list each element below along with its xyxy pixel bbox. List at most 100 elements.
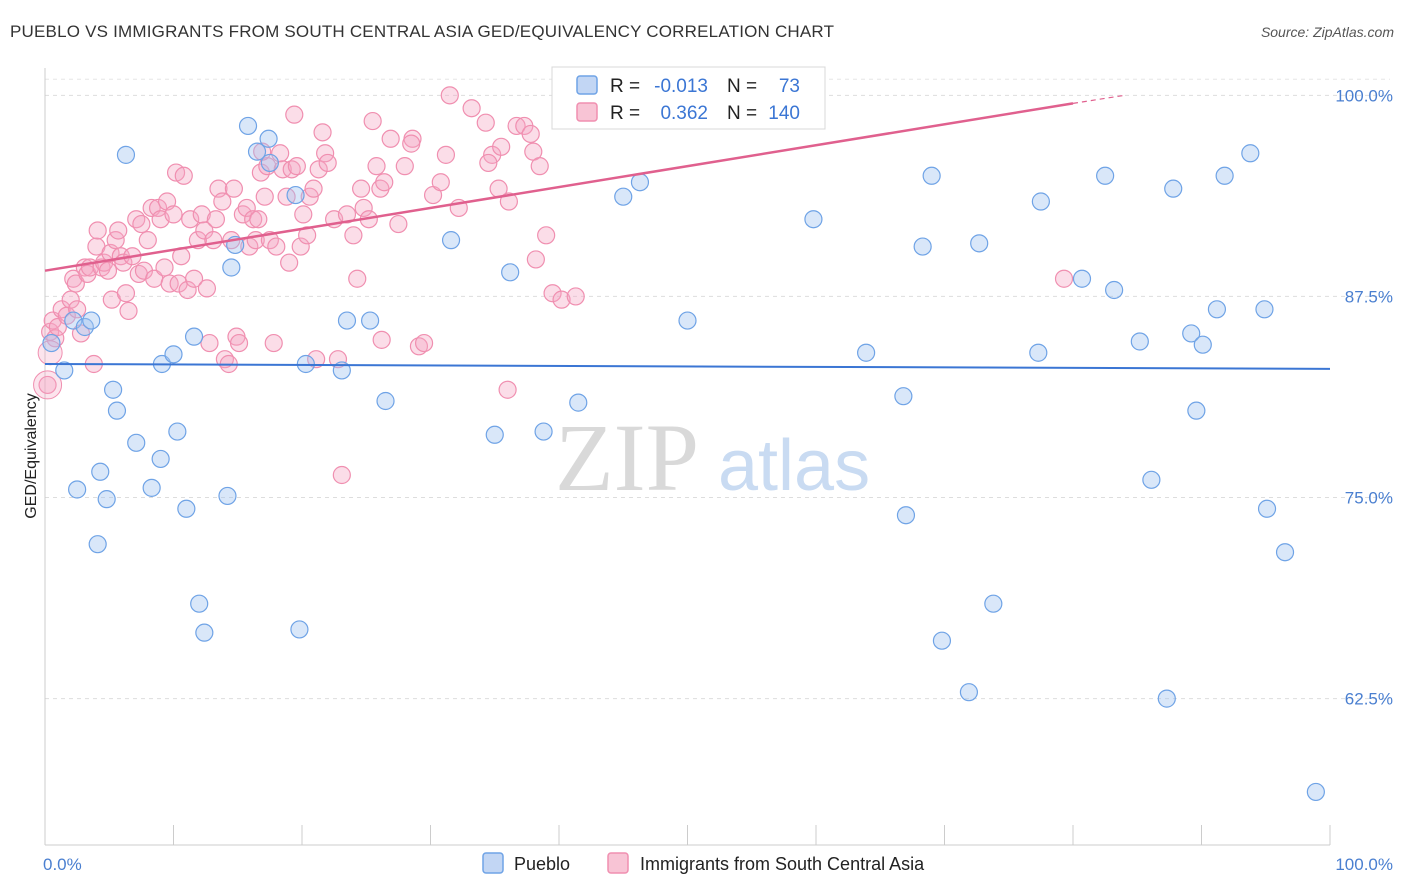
pueblo-point: [857, 343, 876, 362]
pueblo-point: [91, 462, 110, 481]
pueblo-point: [1130, 332, 1149, 351]
pueblo-point: [1207, 300, 1227, 319]
immigrants-point: [127, 210, 146, 229]
axes-layer: 62.5% 75.0% 87.5% 100.0% 0.0% 100.0%: [43, 68, 1393, 874]
immigrants-point: [119, 301, 138, 321]
legend-r-label-1: R =: [610, 76, 640, 97]
pueblo-point: [222, 258, 241, 277]
immigrants-point: [280, 253, 299, 272]
bottom-legend-swatch-immigrants: [607, 852, 629, 874]
immigrants-point: [492, 137, 511, 156]
pueblo-point: [42, 333, 61, 353]
immigrants-point: [138, 231, 157, 250]
pueblo-point: [1164, 179, 1183, 198]
immigrants-point: [414, 333, 434, 353]
bottom-legend-label-immigrants: Immigrants from South Central Asia: [640, 854, 925, 874]
immigrants-point: [367, 157, 386, 176]
pueblo-point: [55, 361, 74, 380]
pueblo-point: [1096, 166, 1115, 185]
pueblo-point: [97, 490, 116, 509]
pueblo-point: [177, 499, 196, 518]
immigrants-point: [552, 290, 571, 309]
chart-title: PUEBLO VS IMMIGRANTS FROM SOUTH CENTRAL …: [10, 22, 835, 41]
immigrants-point: [479, 153, 498, 173]
y-tick-label: 62.5%: [1345, 690, 1393, 709]
pueblo-points: [42, 116, 1325, 802]
immigrants-point: [229, 333, 249, 353]
pueblo-point: [260, 153, 279, 173]
watermark: ZIP atlas: [555, 404, 870, 511]
immigrants-point: [109, 221, 128, 240]
immigrants-point: [267, 237, 286, 256]
y-tick-label: 87.5%: [1345, 287, 1393, 306]
pueblo-point: [82, 311, 101, 330]
immigrants-point-large: [33, 370, 63, 400]
x-tick-label-min: 0.0%: [43, 855, 82, 874]
immigrants-point: [174, 166, 193, 185]
immigrants-point: [381, 129, 400, 148]
y-axis-title: GED/Equivalency: [23, 393, 40, 518]
pueblo-point: [107, 401, 127, 420]
pueblo-point: [68, 480, 87, 499]
pueblo-point: [1031, 192, 1050, 211]
immigrants-point: [499, 192, 518, 211]
pueblo-point: [1306, 782, 1325, 802]
immigrants-point: [543, 284, 562, 303]
pueblo-point: [151, 449, 170, 469]
immigrants-point: [498, 380, 517, 399]
immigrants-point: [476, 113, 495, 132]
pueblo-point: [168, 422, 187, 441]
pueblo-point: [361, 311, 380, 330]
pueblo-point: [104, 380, 123, 399]
bottom-legend-swatch-pueblo: [482, 852, 504, 874]
pueblo-point: [290, 620, 309, 639]
immigrants-point: [237, 198, 256, 218]
immigrants-point: [38, 375, 57, 395]
immigrants-point: [337, 205, 357, 224]
pueblo-point: [1241, 144, 1260, 163]
pueblo-point: [337, 311, 357, 330]
immigrants-point: [206, 210, 226, 229]
immigrants-point: [258, 157, 277, 176]
immigrants-point: [313, 123, 332, 142]
immigrants-point: [348, 269, 367, 288]
legend-r-value-2: 0.362: [660, 103, 708, 124]
immigrants-point: [116, 284, 136, 303]
immigrants-point: [526, 250, 545, 269]
immigrants-points: [33, 86, 1074, 485]
pueblo-point: [1193, 335, 1212, 354]
immigrants-point: [98, 261, 118, 280]
immigrants-point: [184, 269, 204, 288]
pueblo-point: [922, 166, 941, 185]
pueblo-point: [259, 129, 278, 148]
pueblo-point: [184, 327, 204, 346]
immigrants-point: [566, 287, 585, 306]
immigrants-point: [402, 134, 421, 153]
watermark-zip: ZIP: [555, 404, 699, 511]
immigrants-point: [344, 226, 363, 245]
legend-r-label-2: R =: [610, 103, 640, 124]
pueblo-point: [1157, 689, 1176, 708]
immigrants-point: [395, 157, 414, 176]
immigrants-point: [294, 205, 313, 224]
pueblo-point: [238, 116, 258, 136]
pueblo-point: [896, 506, 916, 525]
immigrants-point: [277, 187, 296, 206]
immigrants-trend-extension: [1072, 94, 1125, 104]
pueblo-point: [569, 393, 588, 412]
pueblo-trend-line: [44, 363, 1331, 370]
pueblo-point: [142, 478, 161, 497]
legend-n-label-2: N =: [727, 103, 757, 124]
immigrants-point: [389, 214, 408, 234]
immigrants-point: [530, 157, 549, 176]
immigrants-point: [352, 179, 371, 198]
immigrants-point: [436, 145, 456, 164]
immigrants-point: [291, 237, 310, 256]
pueblo-point: [894, 387, 913, 406]
pueblo-point: [534, 422, 553, 441]
pueblo-point: [88, 535, 107, 554]
pueblo-point: [630, 173, 650, 192]
source-credit: Source: ZipAtlas.com: [1260, 24, 1394, 40]
immigrants-point: [164, 205, 183, 224]
immigrants-point: [409, 337, 429, 356]
